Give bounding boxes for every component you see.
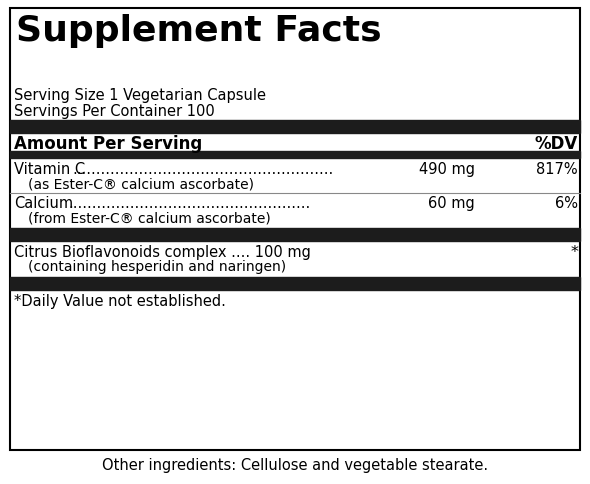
Text: %DV: %DV bbox=[535, 135, 578, 153]
Text: 6%: 6% bbox=[555, 196, 578, 211]
Text: 490 mg: 490 mg bbox=[419, 162, 475, 177]
Text: 817%: 817% bbox=[536, 162, 578, 177]
Bar bbox=[10, 277, 580, 290]
Text: Calcium: Calcium bbox=[14, 196, 73, 211]
Bar bbox=[10, 120, 580, 133]
Text: (containing hesperidin and naringen): (containing hesperidin and naringen) bbox=[28, 260, 286, 274]
Text: Vitamin C: Vitamin C bbox=[14, 162, 85, 177]
Text: Serving Size 1 Vegetarian Capsule: Serving Size 1 Vegetarian Capsule bbox=[14, 88, 266, 103]
FancyBboxPatch shape bbox=[10, 8, 580, 450]
Text: Servings Per Container 100: Servings Per Container 100 bbox=[14, 104, 215, 119]
Text: ...................................................: ........................................… bbox=[68, 196, 310, 211]
Text: Supplement Facts: Supplement Facts bbox=[16, 14, 382, 48]
Bar bbox=[10, 151, 580, 158]
Text: (from Ester-C® calcium ascorbate): (from Ester-C® calcium ascorbate) bbox=[28, 211, 271, 225]
Bar bbox=[10, 228, 580, 241]
Text: (as Ester-C® calcium ascorbate): (as Ester-C® calcium ascorbate) bbox=[28, 177, 254, 191]
Text: Amount Per Serving: Amount Per Serving bbox=[14, 135, 202, 153]
Text: *Daily Value not established.: *Daily Value not established. bbox=[14, 294, 226, 309]
Text: 60 mg: 60 mg bbox=[428, 196, 475, 211]
Text: *: * bbox=[570, 245, 578, 260]
Text: Other ingredients: Cellulose and vegetable stearate.: Other ingredients: Cellulose and vegetab… bbox=[102, 458, 488, 473]
Text: Citrus Bioflavonoids complex .... 100 mg: Citrus Bioflavonoids complex .... 100 mg bbox=[14, 245, 311, 260]
Text: .......................................................: ........................................… bbox=[72, 162, 333, 177]
